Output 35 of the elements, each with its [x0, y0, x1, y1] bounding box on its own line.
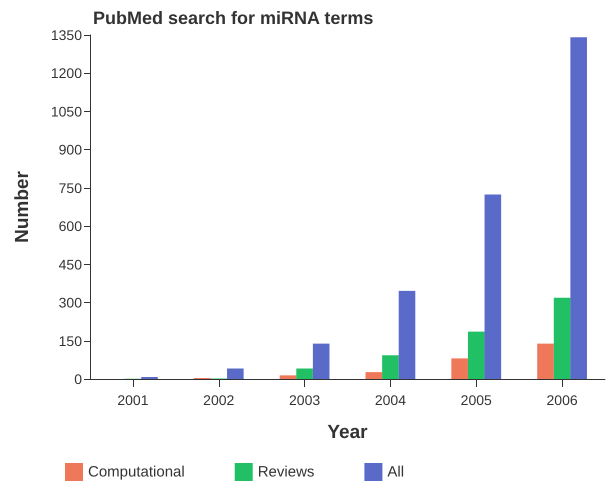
bar [382, 355, 399, 379]
y-axis-title: Number [12, 170, 33, 243]
bar [312, 344, 330, 379]
bar [468, 332, 485, 379]
chart-title: PubMed search for miRNA terms [93, 8, 374, 28]
y-tick-label: 750 [58, 180, 82, 196]
x-tick-label: 2003 [289, 392, 320, 408]
bar [484, 194, 502, 379]
legend-label: Reviews [258, 464, 314, 480]
bar [451, 358, 468, 379]
bar [554, 298, 570, 379]
y-tick-label: 1050 [50, 103, 82, 120]
bar [570, 37, 587, 379]
legend-label: All [387, 464, 404, 480]
y-tick-label: 1350 [50, 27, 82, 43]
bar [366, 372, 382, 379]
bar [398, 290, 416, 379]
x-tick-label: 2001 [117, 392, 149, 408]
y-tick-label: 300 [58, 294, 82, 311]
bar [227, 368, 244, 379]
legend-label: Computational [88, 464, 185, 480]
x-tick-label: 2006 [546, 392, 578, 408]
bar [537, 344, 554, 379]
x-tick-label: 2004 [374, 392, 406, 408]
y-tick-label: 600 [58, 218, 82, 234]
y-tick-label: 450 [58, 256, 82, 272]
x-tick-label: 2002 [203, 392, 235, 408]
x-tick-label: 2005 [460, 392, 492, 408]
bar [280, 375, 296, 379]
y-tick-label: 0 [74, 371, 82, 387]
y-tick-label: 900 [58, 142, 82, 158]
x-axis-title: Year [327, 422, 368, 443]
bar [296, 368, 313, 379]
y-tick-label: 1200 [50, 65, 82, 82]
y-tick-label: 150 [58, 332, 82, 349]
